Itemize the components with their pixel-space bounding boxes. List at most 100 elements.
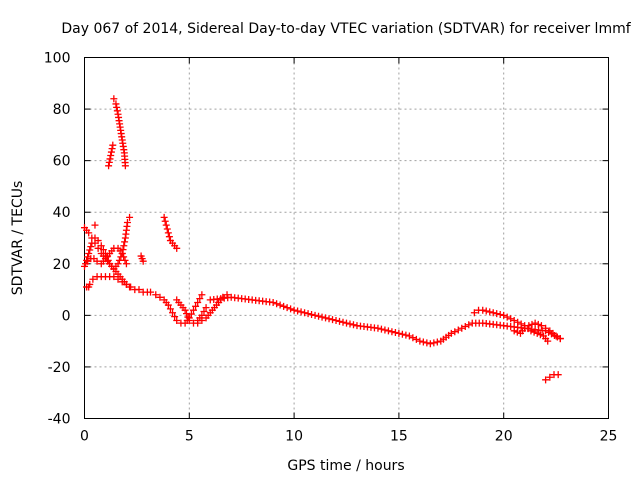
data-point — [164, 229, 172, 237]
data-point — [332, 317, 340, 325]
y-tick-label: 100 — [44, 51, 71, 67]
data-point — [381, 326, 389, 334]
data-point — [83, 256, 91, 264]
data-point — [412, 335, 420, 343]
data-point — [161, 217, 169, 225]
x-tick-label: 0 — [80, 429, 89, 445]
data-point — [398, 330, 406, 338]
data-point — [198, 317, 206, 325]
data-point — [329, 316, 337, 324]
data-point — [85, 249, 93, 257]
data-point — [127, 283, 135, 291]
data-point — [283, 304, 291, 312]
data-point — [482, 307, 490, 315]
data-point — [419, 338, 427, 346]
data-point — [525, 322, 533, 330]
data-point — [521, 324, 529, 332]
data-point — [500, 311, 508, 319]
series-arc-late-j — [510, 319, 564, 343]
series-arc-main — [206, 293, 564, 348]
series-arc-loop-h — [194, 291, 231, 327]
data-point — [503, 313, 511, 321]
data-point — [325, 315, 333, 323]
data-point — [290, 306, 298, 314]
data-point — [534, 320, 542, 328]
data-point — [181, 306, 189, 314]
data-point — [544, 337, 552, 345]
data-point — [528, 320, 536, 328]
data-point — [458, 324, 466, 332]
data-point — [99, 246, 107, 254]
data-point — [301, 309, 309, 317]
data-point — [163, 225, 171, 233]
data-point — [118, 249, 126, 257]
data-point — [395, 329, 403, 337]
data-point — [122, 260, 130, 268]
data-point — [489, 309, 497, 317]
data-point — [280, 302, 288, 310]
chart-title: Day 067 of 2014, Sidereal Day-to-day VTE… — [61, 21, 631, 37]
x-tick-label: 10 — [285, 429, 303, 445]
data-point — [114, 275, 122, 283]
data-point — [318, 313, 326, 321]
y-tick-label: 60 — [53, 154, 71, 170]
x-axis-label: GPS time / hours — [287, 458, 404, 474]
series-arc-start-c — [81, 244, 130, 270]
data-point — [374, 324, 382, 332]
data-point — [530, 328, 538, 336]
data-point — [308, 310, 316, 318]
data-point — [391, 329, 399, 337]
y-axis-label: SDTVAR / TECUs — [10, 181, 26, 296]
data-point — [109, 141, 117, 149]
data-point — [88, 239, 96, 247]
y-tick-label: 40 — [53, 205, 71, 221]
data-point — [113, 107, 121, 115]
data-point — [173, 317, 181, 325]
data-point — [304, 310, 312, 318]
data-point — [294, 307, 302, 315]
data-point — [297, 308, 305, 316]
data-point — [112, 100, 120, 108]
data-point — [120, 242, 128, 250]
data-point — [451, 328, 459, 336]
data-point — [152, 291, 160, 299]
data-point — [122, 280, 130, 288]
data-point — [546, 373, 554, 381]
data-point — [533, 329, 541, 337]
data-point — [479, 306, 487, 314]
data-point — [322, 314, 330, 322]
x-tick-label: 25 — [600, 429, 618, 445]
data-point — [339, 318, 347, 326]
data-point — [409, 334, 417, 342]
data-point — [423, 339, 431, 347]
data-point — [105, 158, 113, 166]
data-point — [405, 332, 413, 340]
data-point — [461, 323, 469, 331]
x-tick-label: 5 — [185, 429, 194, 445]
series-arc-spike — [105, 95, 129, 170]
grid — [84, 57, 609, 419]
series-arc-tail-k — [542, 371, 562, 384]
data-point — [183, 310, 191, 318]
y-tick-label: -40 — [48, 412, 71, 428]
data-point — [135, 286, 143, 294]
data-point — [507, 315, 515, 323]
data-point — [311, 311, 319, 319]
data-point — [139, 257, 147, 265]
data-point — [171, 313, 179, 321]
data-point — [196, 295, 204, 303]
data-point — [384, 327, 392, 335]
data-point — [514, 318, 522, 326]
data-point — [402, 331, 410, 339]
data-point — [120, 253, 128, 261]
data-point — [315, 312, 323, 320]
data-point — [336, 317, 344, 325]
data-point — [189, 306, 197, 314]
data-point — [91, 221, 99, 229]
data-point — [486, 308, 494, 316]
data-point — [273, 300, 281, 308]
data-point — [160, 213, 168, 221]
series-arc-rise-e — [160, 213, 181, 252]
data-point — [194, 319, 202, 327]
